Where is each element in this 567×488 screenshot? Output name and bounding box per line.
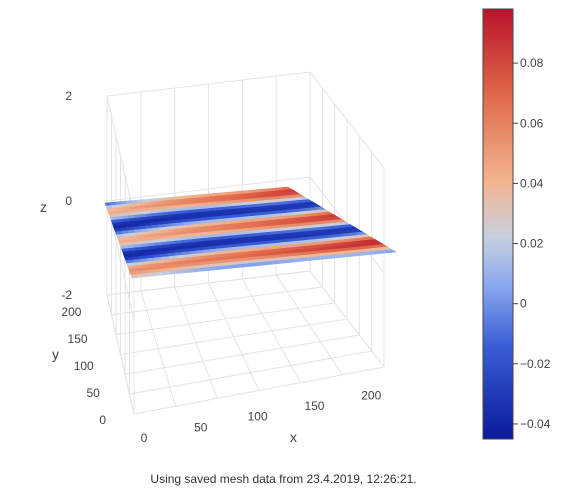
grid-line <box>124 334 360 375</box>
z-tick-label: 0 <box>65 194 72 208</box>
x-axis-title: x <box>290 429 297 445</box>
colorbar: 0.08 0.06 0.04 0.02 0 −0.02 −0.04 <box>482 8 551 440</box>
grid-line <box>106 270 385 415</box>
scene-grid <box>106 71 385 415</box>
colorbar-tick-label: 0.04 <box>520 176 544 190</box>
grid-line <box>111 286 323 316</box>
y-tick-label: 200 <box>61 305 81 319</box>
colorbar-tick-label: 0.02 <box>520 237 544 251</box>
x-tick-label: 0 <box>141 431 148 445</box>
y-tick-label: 100 <box>74 359 94 373</box>
colorbar-gradient <box>482 8 514 440</box>
grid-line <box>120 318 348 355</box>
y-tick-label: 0 <box>99 413 106 427</box>
x-tick-label: 150 <box>304 399 324 413</box>
surface-cell <box>383 249 397 254</box>
grid-line <box>106 71 385 216</box>
y-tick-label: 150 <box>68 332 88 346</box>
colorbar-tick-label: 0.08 <box>520 56 544 70</box>
caption-text: Using saved mesh data from 23.4.2019, 12… <box>150 472 417 486</box>
y-axis-title: y <box>52 346 59 362</box>
z-axis-title: z <box>40 199 47 215</box>
colorbar-tick-label: −0.02 <box>520 357 551 371</box>
grid-line <box>115 302 335 336</box>
colorbar-tick-label: −0.04 <box>520 417 551 431</box>
colorbar-tick-label: 0 <box>520 297 527 311</box>
z-tick-label: 2 <box>65 89 72 103</box>
z-tick-label: -2 <box>61 288 72 302</box>
colorbar-tick-label: 0.06 <box>520 116 544 130</box>
axis-ticks: 0 50 100 150 200 0 50 100 150 200 2 0 -2 <box>61 89 381 445</box>
x-tick-label: 50 <box>194 420 208 434</box>
grid-line <box>129 350 372 395</box>
grid-line <box>133 366 385 415</box>
colorbar-ticks: 0.08 0.06 0.04 0.02 0 −0.02 −0.04 <box>513 56 551 431</box>
x-tick-label: 100 <box>248 410 268 424</box>
surface-cell <box>130 274 141 279</box>
surface-cell <box>138 273 148 278</box>
y-tick-label: 50 <box>87 386 101 400</box>
x-tick-label: 200 <box>361 388 381 402</box>
surface-mesh[interactable] <box>104 186 397 279</box>
